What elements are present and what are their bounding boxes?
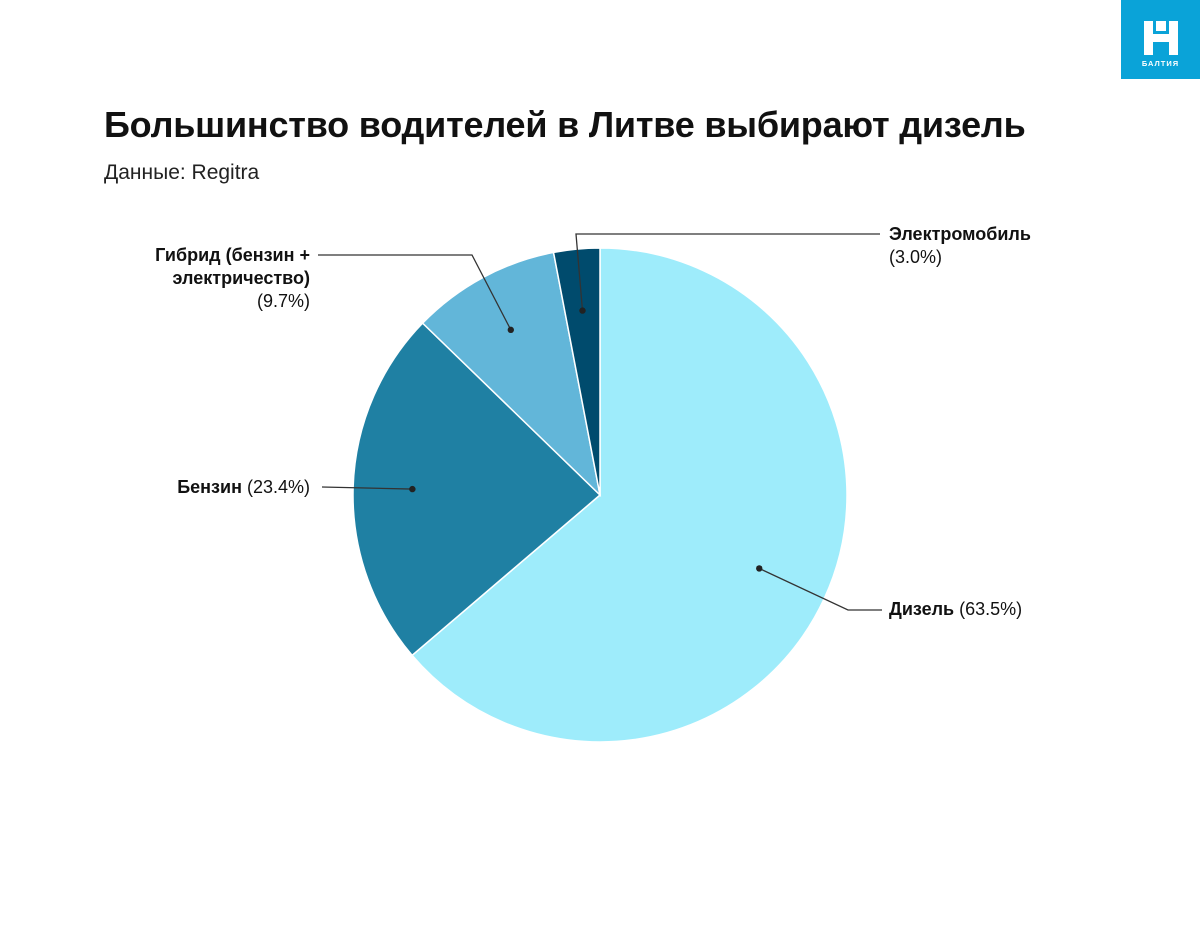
label-hybrid: Гибрид (бензин + электричество) (9.7%) [155,244,310,313]
leader-line-petrol [321,486,413,490]
label-diesel-name: Дизель [889,599,955,619]
label-electric-name: Электромобиль [889,224,1031,244]
chart-title: Большинство водителей в Литве выбирают д… [104,104,1026,145]
label-hybrid-value: (9.7%) [256,291,310,311]
label-petrol: Бензин (23.4%) [177,476,310,499]
label-petrol-value: (23.4%) [246,477,310,497]
chart-subtitle: Данные: Regitra [104,161,260,184]
label-electric-value: (3.0%) [889,247,943,267]
label-diesel: Дизель (63.5%) [889,598,1022,621]
brand-logo: БАЛТИЯ [1121,0,1200,79]
leader-line-diesel [758,567,882,611]
leader-dot-electric [579,307,586,314]
pie-slice-hybrid [421,251,602,498]
label-hybrid-name-line2: электричество) [172,268,310,288]
leader-dot-hybrid [507,326,514,334]
logo-text: БАЛТИЯ [1141,59,1180,68]
leader-line-hybrid [318,254,512,331]
label-electric: Электромобиль (3.0%) [889,223,1031,269]
leader-dot-petrol [409,485,416,493]
leader-line-electric [575,233,880,311]
label-petrol-name: Бензин [177,477,242,497]
label-hybrid-name-line1: Гибрид (бензин + [155,245,310,265]
leader-dot-diesel [756,565,763,572]
label-diesel-value: (63.5%) [959,599,1023,619]
logo-mark-icon [1142,19,1180,57]
